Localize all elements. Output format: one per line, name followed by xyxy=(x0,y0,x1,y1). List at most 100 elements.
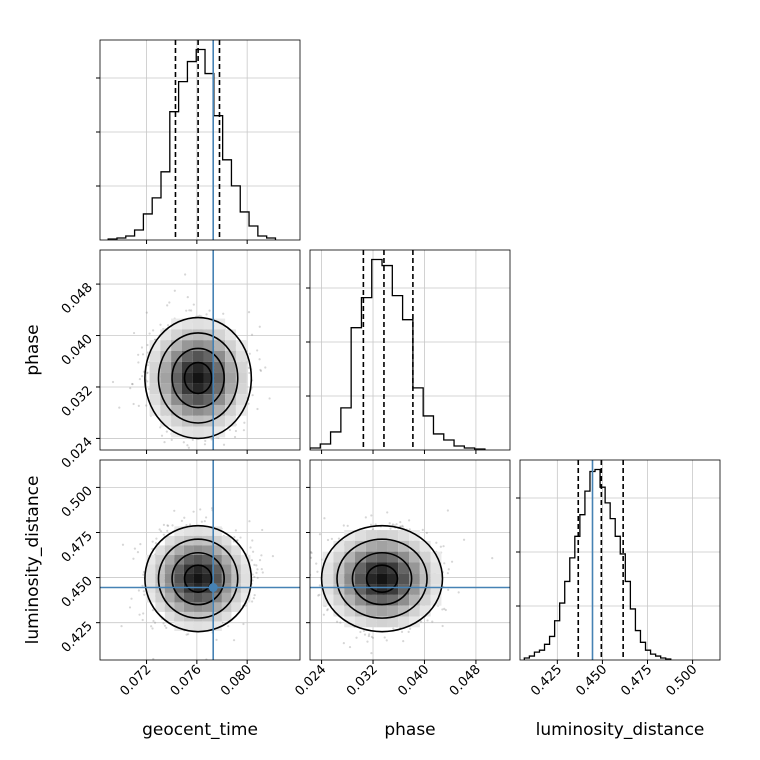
panel-hist-geocent_time xyxy=(96,39,301,244)
density-cell xyxy=(409,605,420,617)
density-cell xyxy=(181,361,193,373)
ytick-label-phase: 0.024 xyxy=(59,435,96,472)
density-cell xyxy=(193,564,203,574)
density-cell xyxy=(398,573,410,585)
xtick-label-luminosity_distance: 0.500 xyxy=(663,662,700,699)
density-cell xyxy=(145,592,156,603)
density-cell xyxy=(387,551,399,563)
density-cell xyxy=(183,592,194,603)
density-cell xyxy=(365,573,377,585)
density-cell xyxy=(419,594,431,606)
density-cell xyxy=(203,318,215,330)
density-cell xyxy=(202,554,213,565)
density-cell xyxy=(225,383,236,395)
density-cell xyxy=(430,573,442,585)
density-cell xyxy=(225,415,236,427)
xtick-label-phase: 0.032 xyxy=(344,662,381,699)
density-cell xyxy=(155,602,165,612)
ytick-label-luminosity_distance: 0.450 xyxy=(59,574,96,611)
density-cell xyxy=(322,584,334,595)
density-cell xyxy=(398,616,410,628)
density-cell xyxy=(171,361,182,373)
density-cell xyxy=(174,573,184,584)
density-cell xyxy=(344,562,356,574)
density-cell xyxy=(174,611,184,622)
density-cell xyxy=(212,611,222,622)
density-cell xyxy=(387,584,399,595)
panel-frame xyxy=(99,249,301,451)
density-cell xyxy=(409,584,420,595)
density-cell xyxy=(193,621,203,631)
density-cell xyxy=(214,361,226,373)
density-cell xyxy=(212,564,222,574)
density-cell xyxy=(171,372,182,384)
density-cell xyxy=(355,616,366,628)
density-cell xyxy=(365,562,377,574)
density-cell xyxy=(149,350,161,362)
density-cell xyxy=(231,592,241,603)
density-cell xyxy=(398,562,410,574)
density-cell xyxy=(160,404,172,416)
density-cell xyxy=(212,526,222,536)
contour-level-3 xyxy=(144,316,253,440)
density-cell xyxy=(214,394,226,405)
density-cell xyxy=(193,545,203,555)
density-cell xyxy=(164,554,175,565)
density-cell xyxy=(192,404,204,416)
density-cell xyxy=(409,530,420,541)
density-cell xyxy=(398,551,410,563)
density-cell xyxy=(355,530,366,541)
density-cell xyxy=(171,340,182,351)
density-cell xyxy=(193,573,203,584)
density-cell xyxy=(193,592,203,603)
contour-level-0 xyxy=(365,564,399,593)
density-cell xyxy=(145,554,156,565)
density-cell xyxy=(225,350,236,362)
density-cell xyxy=(387,573,399,585)
density-cell xyxy=(221,535,232,546)
density-cell xyxy=(365,530,377,541)
density-cell xyxy=(192,350,204,362)
ytick-label-luminosity_distance: 0.425 xyxy=(59,619,96,656)
density-body xyxy=(111,250,271,450)
histogram-body xyxy=(107,40,277,240)
density-cell xyxy=(181,426,193,438)
panel-scatter-geocent_time-phase xyxy=(96,249,301,454)
density-cell xyxy=(344,594,356,606)
density-cell xyxy=(203,383,215,395)
density-cell xyxy=(333,573,345,585)
xtick-label-luminosity_distance: 0.450 xyxy=(573,662,610,699)
contour-level-2 xyxy=(157,332,239,424)
density-cell xyxy=(409,562,420,574)
density-cell xyxy=(192,415,204,427)
density-cell xyxy=(322,573,334,585)
density-cell xyxy=(183,545,194,555)
xlabel-geocent-time: geocent_time xyxy=(142,720,258,740)
density-cell xyxy=(235,372,247,384)
density-cell xyxy=(221,564,232,574)
density-cell xyxy=(376,605,388,617)
panel-background xyxy=(100,40,300,240)
density-cell xyxy=(164,592,175,603)
density-cell xyxy=(202,526,213,536)
density-cell xyxy=(355,594,366,606)
histogram-step-phase xyxy=(310,258,486,450)
density-cell xyxy=(174,592,184,603)
density-cell xyxy=(225,329,236,341)
density-cell xyxy=(212,621,222,631)
density-cell xyxy=(155,592,165,603)
density-cell xyxy=(409,594,420,606)
density-cell xyxy=(231,545,241,555)
histogram-body xyxy=(523,460,672,660)
density-cell xyxy=(212,573,222,584)
density-cell xyxy=(193,611,203,622)
density-cell xyxy=(344,616,356,628)
density-cell xyxy=(145,564,156,574)
density-cell xyxy=(145,573,156,584)
density-cell xyxy=(221,602,232,612)
contour-level-3 xyxy=(144,524,253,633)
ytick-label-phase: 0.040 xyxy=(59,332,96,369)
density-cell xyxy=(171,394,182,405)
panel-scatter-geocent_time-luminosity_distance xyxy=(96,459,301,664)
